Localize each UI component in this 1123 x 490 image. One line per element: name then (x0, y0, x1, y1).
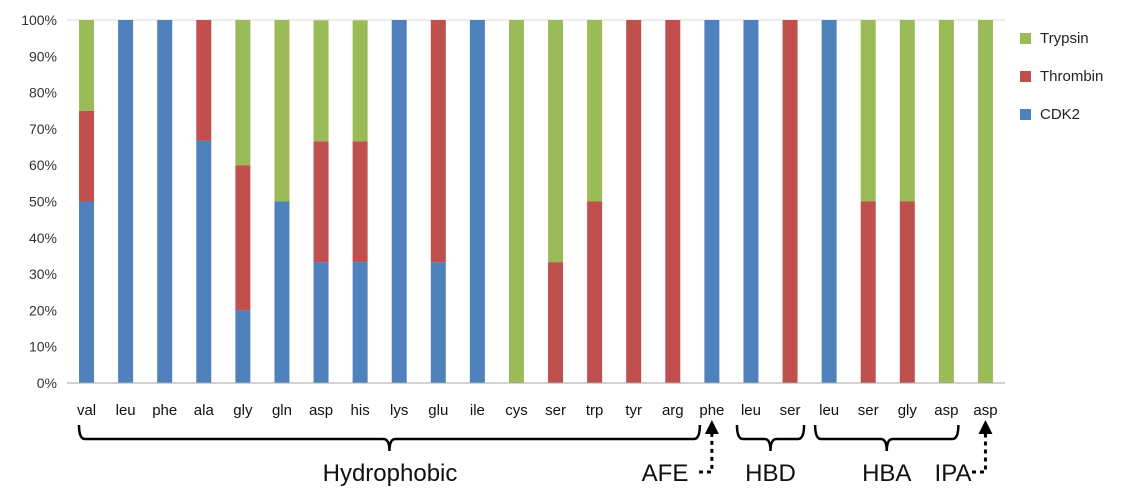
x-tick-label: asp (309, 402, 333, 419)
bar-segment (704, 20, 720, 383)
bar-segment (196, 140, 212, 383)
bar-segment (899, 201, 915, 383)
ipa-arrow-head (978, 420, 993, 434)
bar-segment (430, 20, 446, 263)
bars (79, 20, 993, 383)
afe-arrow-line (699, 433, 714, 474)
x-tick-label: trp (586, 402, 604, 419)
hba-brace (813, 424, 960, 452)
y-axis-ticks: 0% 10% 20% 30% 40% 50% 60% 70% 80% 90% 100% (21, 12, 57, 391)
bar-segment (548, 20, 564, 263)
x-tick-label: arg (662, 402, 684, 419)
group-label-ipa: IPA (935, 460, 972, 487)
hbd-brace (735, 424, 806, 452)
bar-segment (79, 201, 95, 383)
legend: Trypsin Thrombin CDK2 (1020, 30, 1103, 123)
y-tick-label: 70% (29, 121, 57, 137)
bar-segment (899, 20, 915, 202)
x-tick-label: his (351, 402, 370, 419)
bar-segment (313, 262, 329, 383)
bar-segment (860, 201, 876, 383)
x-tick-label: lys (390, 402, 408, 419)
legend-label: Trypsin (1040, 30, 1089, 47)
x-tick-label: ser (780, 402, 801, 419)
category-labels: val leu phe ala gly gln asp his lys glu ile cys ser t… (77, 402, 998, 419)
y-tick-label: 50% (29, 194, 57, 210)
x-tick-label: cys (505, 402, 528, 419)
bar-segment (938, 20, 954, 383)
afe-arrow-head (704, 420, 719, 434)
x-tick-label: glu (428, 402, 448, 419)
bar-segment (157, 20, 173, 383)
bar-segment (235, 20, 251, 166)
bar-segment (860, 20, 876, 202)
bar-segment (430, 262, 446, 383)
y-tick-label: 60% (29, 157, 57, 173)
legend-swatch (1020, 71, 1031, 82)
y-tick-label: 10% (29, 339, 57, 355)
hydrophobic-brace (77, 424, 702, 452)
x-tick-label: ser (545, 402, 566, 419)
x-tick-label: leu (116, 402, 136, 419)
x-tick-label: leu (819, 402, 839, 419)
bar-segment (469, 20, 485, 383)
bar-segment (626, 20, 642, 383)
bar-segment (79, 20, 95, 111)
bar-segment (548, 262, 564, 383)
legend-label: CDK2 (1040, 106, 1080, 123)
group-label-hydrophobic: Hydrophobic (323, 460, 458, 487)
y-tick-label: 0% (37, 375, 57, 391)
bar-segment (352, 20, 368, 142)
x-tick-label: phe (699, 402, 724, 419)
bar-segment (235, 165, 251, 311)
bar-segment (313, 20, 329, 142)
bar-segment (274, 201, 290, 383)
x-tick-label: gly (898, 402, 918, 419)
bar-segment (587, 201, 603, 383)
y-tick-label: 80% (29, 85, 57, 101)
y-tick-label: 100% (21, 12, 57, 28)
x-tick-label: tyr (625, 402, 642, 419)
bar-segment (196, 20, 212, 141)
group-annotations: Hydrophobic AFE HBD HBA IPA (77, 420, 993, 487)
x-tick-label: gly (233, 402, 253, 419)
x-tick-label: val (77, 402, 96, 419)
x-tick-label: asp (934, 402, 958, 419)
bar-segment (235, 310, 251, 383)
y-tick-label: 40% (29, 230, 57, 246)
x-tick-label: ala (194, 402, 215, 419)
bar-segment (821, 20, 837, 383)
group-label-hbd: HBD (745, 460, 796, 487)
group-label-hba: HBA (862, 460, 911, 487)
group-label-afe: AFE (642, 460, 689, 487)
bar-segment (352, 141, 368, 263)
bar-segment (352, 262, 368, 383)
bar-segment (508, 20, 524, 383)
bar-segment (391, 20, 407, 383)
x-tick-label: ile (470, 402, 485, 419)
x-tick-label: leu (741, 402, 761, 419)
legend-swatch (1020, 109, 1031, 120)
bar-segment (118, 20, 134, 383)
x-tick-label: phe (152, 402, 177, 419)
bar-segment (782, 20, 798, 383)
bar-segment (977, 20, 993, 383)
legend-swatch (1020, 33, 1031, 44)
legend-label: Thrombin (1040, 68, 1103, 85)
y-tick-label: 20% (29, 302, 57, 318)
y-tick-label: 30% (29, 266, 57, 282)
bar-segment (743, 20, 759, 383)
x-tick-label: asp (973, 402, 997, 419)
bar-segment (79, 110, 95, 202)
bar-segment (274, 20, 290, 202)
bar-segment (665, 20, 681, 383)
ipa-arrow-line (972, 433, 987, 474)
bar-segment (587, 20, 603, 202)
x-tick-label: ser (858, 402, 879, 419)
x-tick-label: gln (272, 402, 292, 419)
bar-segment (313, 141, 329, 263)
y-tick-label: 90% (29, 48, 57, 64)
